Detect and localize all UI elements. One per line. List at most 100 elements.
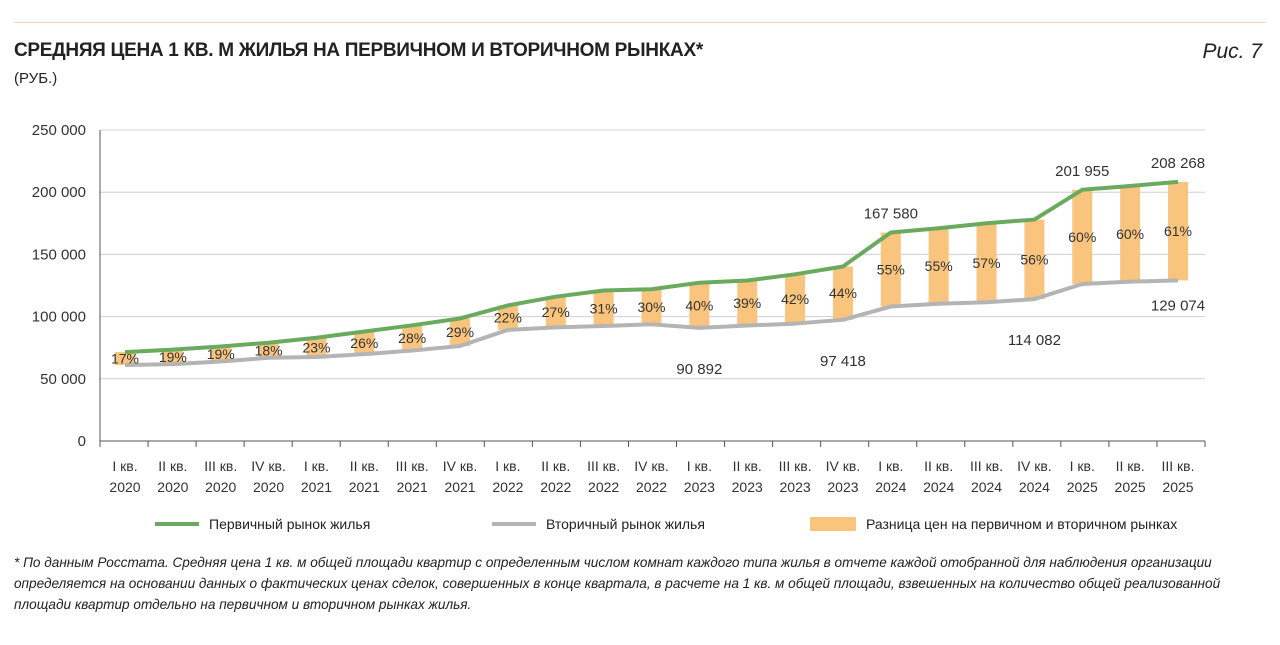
- difference-label: 30%: [637, 299, 665, 315]
- legend-primary: Первичный рынок жилья: [155, 516, 370, 532]
- difference-bar: [880, 232, 901, 307]
- difference-label: 61%: [1164, 223, 1192, 239]
- x-tick-label: III кв.: [204, 458, 237, 474]
- difference-bar: [402, 325, 423, 351]
- difference-bar: [306, 337, 327, 358]
- x-tick-label: 2022: [492, 479, 523, 495]
- difference-bar: [1072, 189, 1093, 285]
- x-tick-label: I кв.: [495, 458, 520, 474]
- difference-label: 55%: [877, 262, 905, 278]
- difference-label: 40%: [685, 297, 713, 313]
- difference-label: 27%: [542, 304, 570, 320]
- difference-bar: [1024, 219, 1045, 300]
- x-tick-label: 2025: [1067, 479, 1098, 495]
- difference-label: 19%: [159, 349, 187, 365]
- difference-bar: [450, 318, 471, 346]
- difference-bar: [258, 342, 279, 358]
- x-tick-label: 2024: [875, 479, 906, 495]
- x-tick-label: 2024: [923, 479, 954, 495]
- difference-label: 22%: [494, 310, 522, 326]
- difference-bar: [354, 331, 375, 355]
- x-tick-label: 2022: [540, 479, 571, 495]
- x-tick-label: 2025: [1115, 479, 1146, 495]
- x-tick-label: 2021: [397, 479, 428, 495]
- x-tick-label: 2020: [205, 479, 236, 495]
- x-tick-label: 2023: [684, 479, 715, 495]
- x-tick-label: I кв.: [304, 458, 329, 474]
- x-tick-label: III кв.: [970, 458, 1003, 474]
- x-tick-label: IV кв.: [1017, 458, 1052, 474]
- chart-units: (РУБ.): [14, 70, 58, 87]
- primary-data-label: 208 268: [1151, 155, 1205, 172]
- difference-label: 17%: [111, 351, 139, 367]
- x-tick-label: 2021: [301, 479, 332, 495]
- x-tick-label: II кв.: [158, 458, 187, 474]
- legend-secondary-swatch: [492, 522, 536, 526]
- figure-number: Рис. 7: [1202, 40, 1262, 63]
- y-tick-label: 200 000: [32, 184, 86, 201]
- secondary-data-label: 114 082: [1008, 332, 1061, 349]
- x-tick-label: I кв.: [878, 458, 903, 474]
- x-tick-label: III кв.: [1161, 458, 1194, 474]
- difference-bar: [115, 352, 135, 365]
- difference-label: 18%: [255, 342, 283, 358]
- difference-bar: [497, 305, 518, 330]
- difference-label: 28%: [398, 330, 426, 346]
- primary-line: [124, 179, 1179, 355]
- secondary-data-label: 90 892: [676, 361, 722, 378]
- difference-bar: [1120, 185, 1141, 282]
- difference-label: 44%: [829, 285, 857, 301]
- x-tick-label: 2020: [157, 479, 188, 495]
- y-tick-label: 50 000: [40, 371, 86, 388]
- y-tick-label: 150 000: [32, 246, 86, 263]
- difference-bar: [641, 289, 662, 325]
- legend-primary-label: Первичный рынок жилья: [209, 516, 371, 532]
- difference-label: 55%: [925, 258, 953, 274]
- difference-bar: [593, 290, 614, 327]
- x-tick-label: III кв.: [587, 458, 620, 474]
- x-tick-label: II кв.: [1116, 458, 1145, 474]
- x-tick-label: II кв.: [733, 458, 762, 474]
- x-tick-label: 2024: [1019, 479, 1050, 495]
- x-tick-label: I кв.: [1070, 458, 1095, 474]
- difference-label: 23%: [302, 339, 330, 355]
- difference-bar: [1168, 181, 1188, 281]
- y-tick-label: 0: [78, 433, 86, 450]
- difference-bar: [785, 274, 806, 324]
- primary-data-label: 167 580: [864, 206, 918, 223]
- difference-label: 29%: [446, 324, 474, 340]
- difference-bar: [976, 223, 997, 303]
- y-tick-label: 100 000: [32, 309, 86, 326]
- x-tick-label: IV кв.: [251, 458, 286, 474]
- secondary-data-label: 97 418: [820, 353, 866, 370]
- x-tick-label: III кв.: [779, 458, 812, 474]
- x-tick-label: 2023: [827, 479, 858, 495]
- difference-label: 39%: [733, 295, 761, 311]
- difference-label: 42%: [781, 291, 809, 307]
- difference-label: 57%: [973, 255, 1001, 271]
- y-tick-label: 250 000: [32, 122, 86, 139]
- legend-secondary: Вторичный рынок жилья: [492, 516, 705, 532]
- x-tick-label: IV кв.: [443, 458, 478, 474]
- x-tick-label: II кв.: [541, 458, 570, 474]
- primary-data-label: 201 955: [1055, 163, 1109, 180]
- difference-bar: [832, 266, 853, 320]
- secondary-line: [124, 278, 1179, 367]
- difference-bar: [545, 296, 566, 328]
- difference-bar: [737, 280, 758, 326]
- x-tick-label: II кв.: [924, 458, 953, 474]
- x-tick-label: I кв.: [112, 458, 137, 474]
- legend-primary-swatch: [155, 522, 199, 526]
- x-tick-label: 2022: [636, 479, 667, 495]
- x-tick-label: IV кв.: [634, 458, 669, 474]
- x-tick-label: II кв.: [350, 458, 379, 474]
- x-tick-label: IV кв.: [826, 458, 861, 474]
- difference-label: 26%: [350, 335, 378, 351]
- difference-bar: [928, 228, 949, 304]
- x-tick-label: 2023: [780, 479, 811, 495]
- x-tick-label: 2020: [253, 479, 284, 495]
- difference-label: 56%: [1020, 251, 1048, 267]
- x-tick-label: III кв.: [396, 458, 429, 474]
- x-tick-label: 2025: [1162, 479, 1193, 495]
